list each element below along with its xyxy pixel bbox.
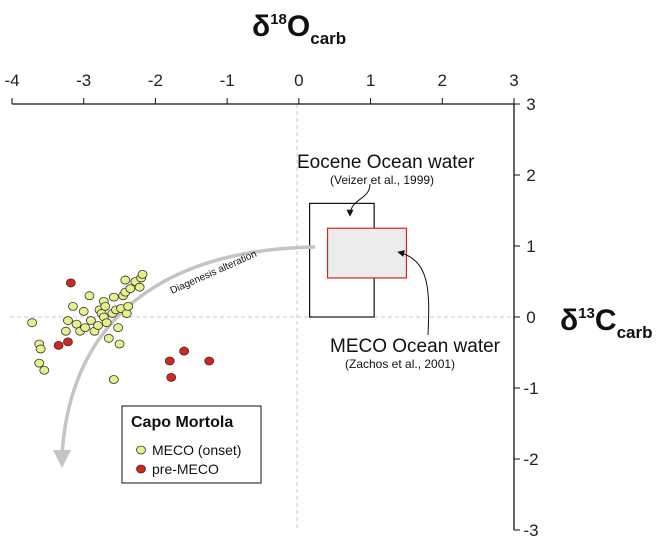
data-points [27, 269, 215, 384]
meco-onset-point [68, 301, 78, 311]
x-tick-label: 0 [294, 71, 303, 90]
meco-onset-point [35, 344, 46, 354]
y-tick-label: -2 [523, 450, 538, 469]
legend-label-meco: MECO (onset) [152, 442, 241, 458]
y-tick-label: 2 [526, 166, 535, 185]
meco-onset-point [121, 309, 132, 318]
meco-onset-point [123, 301, 134, 311]
meco-onset-point [134, 282, 145, 292]
pre-meco-point [166, 372, 177, 382]
y-tick-label: -3 [523, 521, 538, 539]
meco-onset-point [101, 318, 112, 328]
meco-onset-point [93, 321, 103, 330]
pre-meco-point [65, 278, 76, 288]
meco-onset-point [60, 326, 71, 336]
water-boxes [309, 202, 408, 318]
meco-onset-point [120, 275, 131, 285]
meco-onset-point [71, 319, 82, 329]
meco-onset-point [80, 323, 91, 333]
y-tick-label: 3 [526, 95, 535, 114]
meco-ocean-water-box [326, 227, 408, 279]
meco-pointer [397, 250, 430, 336]
x-tick-label: -4 [4, 71, 19, 90]
legend-marker-premeco [136, 464, 146, 474]
meco-onset-point [39, 365, 50, 375]
legend-label-premeco: pre-MECO [152, 461, 219, 477]
x-tick-label: -2 [148, 71, 163, 90]
meco-ref: (Zachos et al., 2001) [345, 357, 455, 371]
x-axis-ticks: -4 -3 -2 -1 0 1 2 3 [4, 71, 519, 104]
y-axis-ticks: 3 2 1 0 -1 -2 -3 [514, 95, 539, 539]
x-tick-label: -1 [220, 71, 235, 90]
pre-meco-point [53, 340, 64, 350]
meco-onset-point [85, 316, 96, 325]
meco-onset-point [114, 339, 125, 349]
y-tick-label: -1 [523, 379, 538, 398]
pre-meco-point [204, 356, 215, 366]
eocene-ref: (Veizer et al., 1999) [330, 173, 434, 187]
meco-onset-point [27, 318, 37, 328]
meco-onset-point [108, 292, 119, 302]
y-axis-title: δ13Ccarb [560, 304, 652, 342]
legend: Capo Mortola MECO (onset) pre-MECO [121, 405, 262, 484]
meco-onset-point [137, 269, 148, 279]
legend-marker-meco [136, 445, 146, 455]
pre-meco-point [63, 337, 73, 347]
legend-title: Capo Mortola [131, 414, 233, 431]
x-tick-label: 2 [438, 71, 447, 90]
x-tick-label: 1 [366, 71, 375, 90]
meco-onset-point [108, 375, 119, 384]
meco-onset-point [125, 284, 136, 294]
x-tick-label: 3 [509, 71, 518, 90]
pre-meco-point [164, 356, 175, 366]
x-tick-label: -3 [76, 71, 91, 90]
pre-meco-point [179, 346, 190, 356]
meco-onset-point [34, 358, 45, 368]
meco-onset-point [100, 301, 111, 311]
meco-onset-point [63, 316, 73, 325]
eocene-pointer [346, 183, 371, 217]
meco-onset-point [113, 323, 124, 333]
eocene-title: Eocene Ocean water [297, 152, 475, 173]
meco-title: MECO Ocean water [330, 336, 501, 357]
meco-onset-point [78, 306, 89, 316]
x-axis-title: δ18Ocarb [252, 10, 346, 48]
meco-onset-point [103, 333, 114, 343]
meco-onset-point [84, 291, 95, 301]
y-tick-label: 1 [526, 237, 535, 256]
y-tick-label: 0 [526, 308, 535, 327]
